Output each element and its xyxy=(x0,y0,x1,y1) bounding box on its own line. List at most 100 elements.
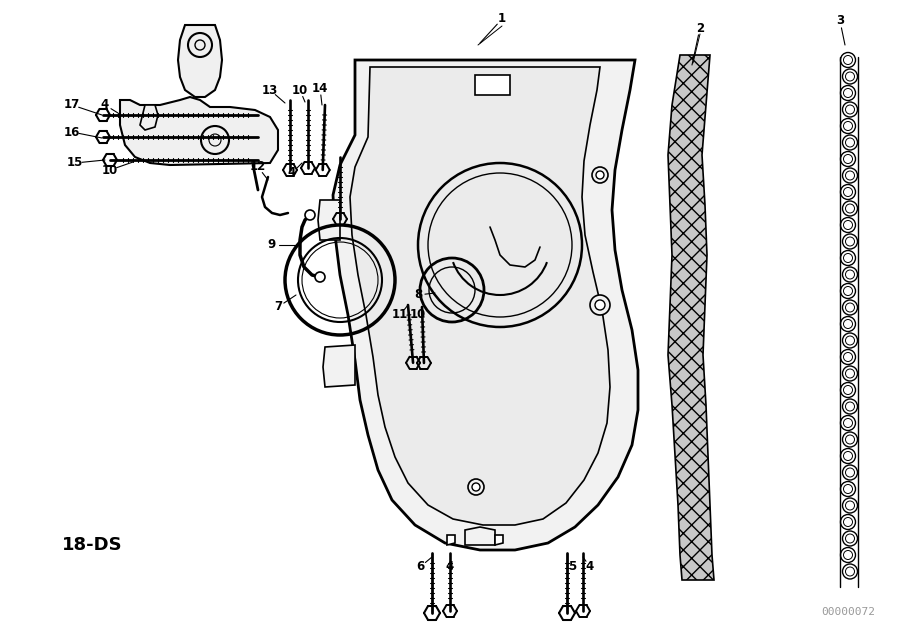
Text: 16: 16 xyxy=(64,126,80,138)
Text: 3: 3 xyxy=(836,15,844,27)
Circle shape xyxy=(843,551,852,559)
Text: 15: 15 xyxy=(67,156,83,170)
Text: 10: 10 xyxy=(292,83,308,97)
Text: 5: 5 xyxy=(568,561,576,573)
Polygon shape xyxy=(333,60,638,550)
Circle shape xyxy=(845,501,854,510)
Circle shape xyxy=(841,53,856,67)
Circle shape xyxy=(843,55,852,65)
Circle shape xyxy=(845,204,854,213)
Circle shape xyxy=(842,300,858,315)
Circle shape xyxy=(841,415,856,431)
Text: 17: 17 xyxy=(64,98,80,112)
Circle shape xyxy=(841,152,856,166)
Polygon shape xyxy=(323,345,355,387)
Circle shape xyxy=(843,88,852,98)
Circle shape xyxy=(843,352,852,361)
Circle shape xyxy=(843,385,852,394)
Circle shape xyxy=(841,119,856,133)
Circle shape xyxy=(841,514,856,530)
Circle shape xyxy=(845,534,854,543)
Text: 8: 8 xyxy=(414,288,422,302)
Circle shape xyxy=(842,168,858,183)
Text: 4: 4 xyxy=(101,98,109,112)
Text: 4: 4 xyxy=(288,166,296,180)
Text: 9: 9 xyxy=(268,239,276,251)
Text: 10: 10 xyxy=(410,309,426,321)
Circle shape xyxy=(842,201,858,216)
Text: 4: 4 xyxy=(446,561,454,573)
Circle shape xyxy=(843,286,852,295)
Circle shape xyxy=(843,518,852,526)
Circle shape xyxy=(845,105,854,114)
Polygon shape xyxy=(475,75,510,95)
Circle shape xyxy=(842,399,858,414)
Text: 13: 13 xyxy=(262,83,278,97)
Circle shape xyxy=(845,567,854,576)
Circle shape xyxy=(843,154,852,163)
Circle shape xyxy=(842,432,858,447)
Polygon shape xyxy=(350,67,610,525)
Circle shape xyxy=(842,564,858,579)
Circle shape xyxy=(845,303,854,312)
Circle shape xyxy=(841,382,856,398)
Circle shape xyxy=(841,185,856,199)
Text: 00000072: 00000072 xyxy=(821,607,875,617)
Circle shape xyxy=(842,102,858,117)
Circle shape xyxy=(305,210,315,220)
Circle shape xyxy=(845,402,854,411)
Circle shape xyxy=(845,468,854,477)
Circle shape xyxy=(842,333,858,348)
Circle shape xyxy=(845,237,854,246)
Circle shape xyxy=(842,498,858,513)
Circle shape xyxy=(843,418,852,427)
Circle shape xyxy=(842,366,858,381)
Text: 10: 10 xyxy=(102,163,118,177)
Text: 7: 7 xyxy=(274,300,282,314)
Circle shape xyxy=(843,121,852,131)
Polygon shape xyxy=(447,535,455,545)
Circle shape xyxy=(845,138,854,147)
Text: 11: 11 xyxy=(392,309,408,321)
Circle shape xyxy=(841,547,856,563)
Circle shape xyxy=(845,171,854,180)
Circle shape xyxy=(841,481,856,497)
Polygon shape xyxy=(465,527,495,545)
Text: 14: 14 xyxy=(311,81,328,95)
Circle shape xyxy=(845,72,854,81)
Circle shape xyxy=(841,250,856,265)
Circle shape xyxy=(843,220,852,229)
Circle shape xyxy=(841,86,856,100)
Polygon shape xyxy=(120,97,278,165)
Text: 18-DS: 18-DS xyxy=(62,536,122,554)
Polygon shape xyxy=(495,535,503,545)
Circle shape xyxy=(842,135,858,150)
Circle shape xyxy=(841,218,856,232)
Circle shape xyxy=(841,349,856,364)
Text: 12: 12 xyxy=(250,161,266,173)
Circle shape xyxy=(841,283,856,298)
Circle shape xyxy=(315,272,325,282)
Circle shape xyxy=(843,319,852,328)
Circle shape xyxy=(843,187,852,196)
Circle shape xyxy=(590,295,610,315)
Polygon shape xyxy=(668,55,714,580)
Circle shape xyxy=(841,316,856,331)
Circle shape xyxy=(842,531,858,546)
Circle shape xyxy=(842,267,858,282)
Circle shape xyxy=(841,448,856,464)
Polygon shape xyxy=(318,200,340,240)
Text: 6: 6 xyxy=(416,561,424,573)
Circle shape xyxy=(843,451,852,460)
Text: 2: 2 xyxy=(696,22,704,34)
Circle shape xyxy=(595,300,605,310)
Circle shape xyxy=(845,270,854,279)
Circle shape xyxy=(468,479,484,495)
Polygon shape xyxy=(178,25,222,97)
Circle shape xyxy=(845,336,854,345)
Text: 4: 4 xyxy=(586,561,594,573)
Circle shape xyxy=(842,234,858,249)
Circle shape xyxy=(845,435,854,444)
Circle shape xyxy=(842,465,858,480)
Circle shape xyxy=(843,253,852,262)
